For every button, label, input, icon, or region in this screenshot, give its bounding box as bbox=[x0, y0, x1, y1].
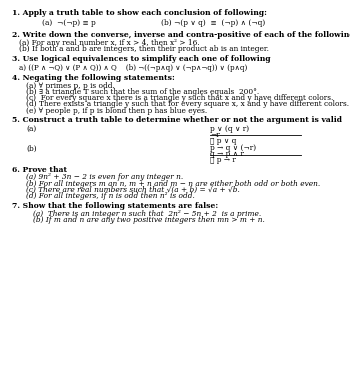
Text: (c)  For every square x there is a triangle y such that x and y have different c: (c) For every square x there is a triang… bbox=[26, 94, 334, 102]
Text: (b): (b) bbox=[26, 144, 37, 152]
Text: (e) ∀ people p, if p is blond then p has blue eyes.: (e) ∀ people p, if p is blond then p has… bbox=[26, 107, 208, 115]
Text: ∴ p → r: ∴ p → r bbox=[210, 156, 236, 164]
Text: 4. Negating the following statements:: 4. Negating the following statements: bbox=[12, 74, 175, 83]
Text: (b) For all integers m an n, m + n and m − n are either both odd or both even.: (b) For all integers m an n, m + n and m… bbox=[26, 180, 321, 188]
Text: p ∨ (q ∨ r): p ∨ (q ∨ r) bbox=[210, 125, 249, 133]
Text: (d) There exists a triangle y such that for every square x, x and y have differe: (d) There exists a triangle y such that … bbox=[26, 100, 349, 109]
Text: 1. Apply a truth table to show each conclusion of following:: 1. Apply a truth table to show each conc… bbox=[12, 9, 267, 17]
Text: 7. Show that the following statements are false:: 7. Show that the following statements ar… bbox=[12, 202, 218, 210]
Text: ¬r: ¬r bbox=[210, 131, 220, 139]
Text: a) ((P ∧ ¬Q) ∨ (P ∧ Q)) ∧ Q    (b) ¬((¬p∧q) ∨ (¬p∧¬q)) ∨ (p∧q): a) ((P ∧ ¬Q) ∨ (P ∧ Q)) ∧ Q (b) ¬((¬p∧q)… bbox=[19, 64, 247, 72]
Text: 3. Use logical equivalences to simplify each one of following: 3. Use logical equivalences to simplify … bbox=[12, 55, 271, 63]
Text: 6. Prove that: 6. Prove that bbox=[12, 166, 67, 174]
Text: (b) If m and n are any two positive integers then mn > m + n.: (b) If m and n are any two positive inte… bbox=[33, 216, 265, 224]
Text: (a)  ¬(¬p) ≡ p: (a) ¬(¬p) ≡ p bbox=[42, 19, 96, 27]
Text: (a): (a) bbox=[26, 125, 36, 133]
Text: 5. Construct a truth table to determine whether or not the argument is valid: 5. Construct a truth table to determine … bbox=[12, 116, 342, 125]
Text: (a) ∀ primes p, p is odd.: (a) ∀ primes p, p is odd. bbox=[26, 82, 115, 90]
Text: q → p ∧ r: q → p ∧ r bbox=[210, 150, 244, 158]
Text: (a) For any real number x, if x > 4, then x² > 16.: (a) For any real number x, if x > 4, the… bbox=[19, 39, 200, 47]
Text: 2. Write down the converse, inverse and contra-positive of each of the following: 2. Write down the converse, inverse and … bbox=[12, 31, 350, 39]
Text: (b) ∃ a triangle T such that the sum of the angles equals  200°.: (b) ∃ a triangle T such that the sum of … bbox=[26, 88, 259, 96]
Text: (a)  There is an integer n such that  2n² − 5n + 2  is a prime.: (a) There is an integer n such that 2n² … bbox=[33, 210, 261, 218]
Text: ∴ p ∨ q: ∴ p ∨ q bbox=[210, 137, 236, 145]
Text: (a) 9n² + 3n − 2 is even for any integer n.: (a) 9n² + 3n − 2 is even for any integer… bbox=[26, 173, 183, 182]
Text: p → q ∨ (¬r): p → q ∨ (¬r) bbox=[210, 144, 256, 152]
Text: (b) ¬(p ∨ q)  ≡  (¬p) ∧ (¬q): (b) ¬(p ∨ q) ≡ (¬p) ∧ (¬q) bbox=[161, 19, 265, 27]
Text: (d) For all integers, if n is odd then n² is odd.: (d) For all integers, if n is odd then n… bbox=[26, 192, 195, 200]
Text: (b) If both a and b are integers, then their product ab is an integer.: (b) If both a and b are integers, then t… bbox=[19, 45, 269, 53]
Text: (c) There are real numbers such that √(a + b) = √a + √b.: (c) There are real numbers such that √(a… bbox=[26, 186, 240, 194]
